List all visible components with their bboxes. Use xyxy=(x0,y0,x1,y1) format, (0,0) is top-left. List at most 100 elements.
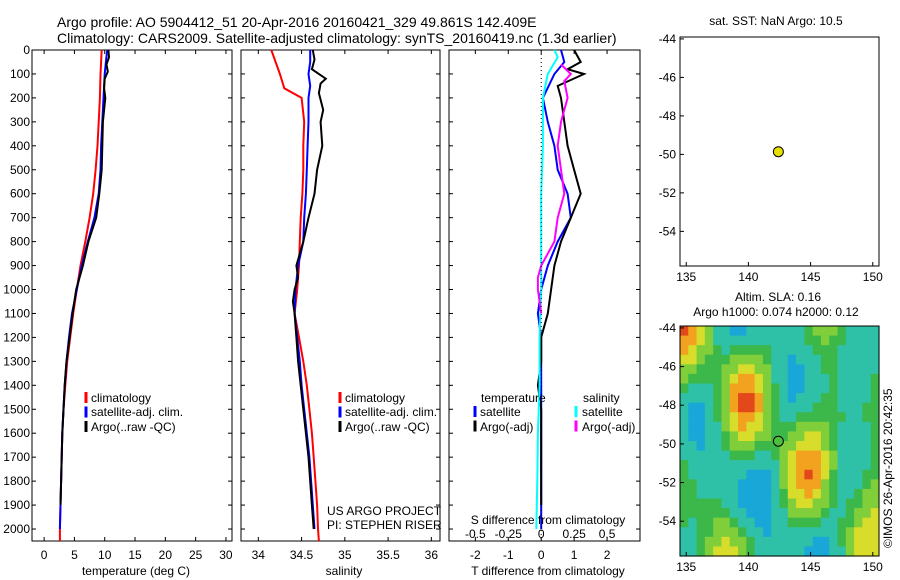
sla-cell xyxy=(862,498,872,509)
sla-cell xyxy=(804,326,814,337)
sla-cell xyxy=(787,364,797,375)
diff-legend-header-temp: temperature xyxy=(481,391,546,405)
sla-cell xyxy=(829,546,839,557)
sla-cell xyxy=(804,469,814,480)
sla-cell xyxy=(804,508,814,519)
sla-cell xyxy=(796,402,805,413)
sla-cell xyxy=(854,364,864,375)
sla-cell xyxy=(688,326,698,337)
sla-cell xyxy=(721,450,731,461)
sla-cell xyxy=(829,469,839,480)
sla-cell xyxy=(680,354,689,365)
sla-xtick-label: 145 xyxy=(801,560,821,574)
sla-cell xyxy=(787,412,797,423)
sla-ytick-label: -54 xyxy=(659,514,677,528)
diff-legend-header-sal: salinity xyxy=(583,391,620,405)
sla-cell xyxy=(829,431,839,442)
sla-cell xyxy=(704,402,714,413)
sla-cell xyxy=(837,441,847,452)
sla-cell xyxy=(746,373,756,385)
sla-cell xyxy=(696,469,706,480)
sla-cell xyxy=(729,450,739,461)
sla-cell xyxy=(738,421,747,433)
sla-cell xyxy=(762,326,772,337)
sla-cell xyxy=(746,364,756,375)
sla-cell xyxy=(729,383,739,394)
sla-cell xyxy=(688,508,698,519)
sla-cell xyxy=(854,326,864,337)
diff-legend-t-sat: satellite xyxy=(480,405,521,419)
sla-cell xyxy=(771,345,781,356)
sla-cell xyxy=(738,345,747,356)
sla-cell xyxy=(746,469,756,480)
sla-cell xyxy=(787,498,797,509)
sla-cell xyxy=(820,383,830,394)
sla-cell xyxy=(779,441,789,452)
sla-cell xyxy=(870,450,880,461)
sla-cell xyxy=(762,441,772,452)
sla-cell xyxy=(862,460,872,471)
sla-cell xyxy=(787,441,797,452)
sal-legend-sat: satellite-adj. clim. xyxy=(345,405,437,419)
sla-cell xyxy=(845,393,855,404)
sla-cell xyxy=(812,488,822,500)
sst-title: sat. SST: NaN Argo: 10.5 xyxy=(709,14,843,28)
sla-cell xyxy=(812,498,822,509)
sla-cell xyxy=(796,335,805,346)
sla-title-1: Altim. SLA: 0.16 xyxy=(735,290,821,304)
sla-cell xyxy=(862,536,872,548)
sla-cell xyxy=(754,508,764,519)
sla-cell xyxy=(680,393,689,404)
sla-cell xyxy=(804,536,814,548)
diff-series-line xyxy=(536,63,573,314)
sla-cell xyxy=(796,345,805,356)
sla-cell xyxy=(688,479,698,490)
sla-cell xyxy=(713,546,723,557)
sla-cell xyxy=(704,335,714,346)
sla-cell xyxy=(738,508,747,519)
sla-cell xyxy=(762,498,772,509)
sla-cell xyxy=(680,536,689,548)
diff-s-tick-label: 0 xyxy=(538,527,545,541)
sla-cell xyxy=(870,498,880,509)
sla-cell xyxy=(837,479,847,490)
sla-cell xyxy=(738,498,747,509)
sla-cell xyxy=(862,517,872,528)
sla-cell xyxy=(845,527,855,538)
sla-cell xyxy=(779,536,789,548)
sla-cell xyxy=(845,373,855,385)
sla-cell xyxy=(837,498,847,509)
sla-cell xyxy=(804,488,814,500)
sla-cell xyxy=(837,546,847,557)
sla-cell xyxy=(704,450,714,461)
sla-cell xyxy=(829,335,839,346)
depth-tick-label: 1000 xyxy=(3,283,30,297)
sla-cell xyxy=(704,431,714,442)
sla-cell xyxy=(713,364,723,375)
sla-cell xyxy=(746,479,756,490)
sla-cell xyxy=(779,460,789,471)
sla-cell xyxy=(820,469,830,480)
sla-cell xyxy=(696,373,706,385)
sla-cell xyxy=(713,536,723,548)
sla-cell xyxy=(721,383,731,394)
sla-cell xyxy=(820,431,830,442)
sla-cell xyxy=(779,450,789,461)
sla-cell xyxy=(738,527,747,538)
sla-cell xyxy=(837,536,847,548)
sla-cell xyxy=(854,373,864,385)
sla-cell xyxy=(820,345,830,356)
imos-credit: ©IMOS 26-Apr-2016 20:42:35 xyxy=(881,388,895,548)
sst-ytick-label: -50 xyxy=(659,147,677,161)
sla-cell xyxy=(812,393,822,404)
diff-xtick-label: 0 xyxy=(538,548,545,562)
sla-cell xyxy=(680,383,689,394)
sla-cell xyxy=(738,431,747,442)
sla-cell xyxy=(721,469,731,480)
sla-cell xyxy=(837,431,847,442)
sst-frame xyxy=(679,36,880,267)
sla-cell xyxy=(771,450,781,461)
sla-cell xyxy=(796,527,805,538)
sla-cell xyxy=(680,402,689,413)
